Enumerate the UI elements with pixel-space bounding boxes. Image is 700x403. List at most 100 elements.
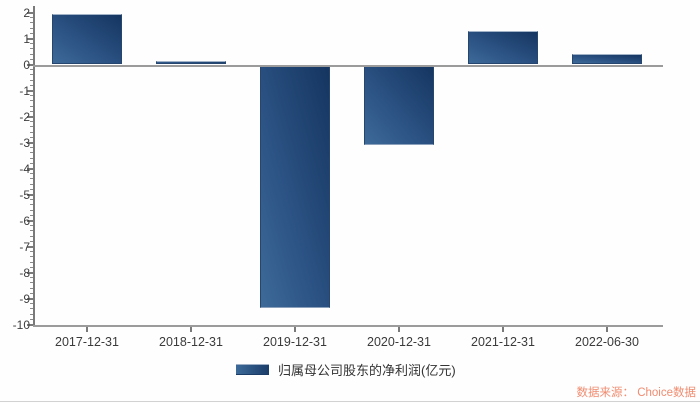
data-source-label: 数据来源： Choice数据 [576, 387, 697, 399]
y-axis-tick [27, 219, 33, 222]
y-axis-minor-tick [30, 53, 33, 55]
y-axis-label: -4 [19, 162, 30, 176]
y-axis-tick [27, 167, 33, 170]
x-axis-tick [190, 326, 192, 332]
bar[interactable] [156, 60, 226, 65]
y-axis-tick [27, 63, 33, 66]
y-axis-label: -10 [12, 318, 30, 332]
x-axis-tick [398, 326, 400, 332]
bar[interactable] [260, 64, 330, 308]
y-axis-minor-tick [30, 209, 33, 211]
x-axis-label: 2020-12-31 [367, 334, 431, 349]
y-axis-minor-tick [30, 230, 33, 232]
y-axis-tick [27, 115, 33, 118]
y-axis-minor-tick [30, 183, 33, 185]
y-axis-tick [27, 37, 33, 40]
x-axis-tick [502, 326, 504, 332]
y-axis-minor-tick [30, 308, 33, 310]
y-axis-label: -6 [19, 214, 30, 228]
y-axis-tick [27, 193, 33, 196]
y-axis-minor-tick [30, 43, 33, 45]
bar[interactable] [468, 30, 538, 65]
y-axis-minor-tick [30, 225, 33, 227]
bottom-divider [0, 400, 700, 402]
y-axis-minor-tick [30, 69, 33, 71]
y-axis-tick [27, 89, 33, 92]
y-axis-tick [27, 141, 33, 144]
y-axis-minor-tick [30, 251, 33, 253]
y-axis-label: 2 [23, 6, 30, 20]
y-axis-minor-tick [30, 188, 33, 190]
y-axis-minor-tick [30, 84, 33, 86]
x-axis-tick [86, 326, 88, 332]
x-axis-tick [294, 326, 296, 332]
y-axis-minor-tick [30, 261, 33, 263]
y-axis-minor-tick [30, 173, 33, 175]
legend-swatch-icon [236, 364, 269, 375]
y-axis-label: 0 [23, 58, 30, 72]
y-axis-label: -1 [19, 84, 30, 98]
y-axis-minor-tick [30, 58, 33, 60]
y-axis-minor-tick [30, 240, 33, 242]
y-axis-minor-tick [30, 162, 33, 164]
x-axis-label: 2018-12-31 [159, 334, 223, 349]
y-axis-minor-tick [30, 17, 33, 19]
y-axis-minor-tick [30, 110, 33, 112]
y-axis-minor-tick [30, 214, 33, 216]
y-axis-label: -3 [19, 136, 30, 150]
y-axis-minor-tick [30, 235, 33, 237]
bar[interactable] [572, 53, 642, 65]
y-axis-minor-tick [30, 131, 33, 133]
x-axis-line [33, 324, 663, 327]
x-axis-label: 2019-12-31 [263, 334, 327, 349]
y-axis-tick [27, 297, 33, 300]
y-axis-minor-tick [30, 313, 33, 315]
y-axis-line [33, 6, 35, 327]
y-axis-minor-tick [30, 292, 33, 294]
x-axis-tick [606, 326, 608, 332]
y-axis-minor-tick [30, 100, 33, 102]
y-axis-label: -8 [19, 266, 30, 280]
legend[interactable]: 归属母公司股东的净利润(亿元) [236, 360, 456, 379]
y-axis-minor-tick [30, 147, 33, 149]
y-axis-minor-tick [30, 121, 33, 123]
y-axis-minor-tick [30, 256, 33, 258]
y-axis-minor-tick [30, 266, 33, 268]
y-axis-minor-tick [30, 22, 33, 24]
y-axis-minor-tick [30, 95, 33, 97]
y-axis-minor-tick [30, 287, 33, 289]
y-axis-minor-tick [30, 79, 33, 81]
y-axis-tick [27, 11, 33, 14]
y-axis-tick [27, 323, 33, 326]
legend-label: 归属母公司股东的净利润(亿元) [278, 363, 456, 378]
y-axis-minor-tick [30, 204, 33, 206]
y-axis-label: -9 [19, 292, 30, 306]
y-axis-minor-tick [30, 318, 33, 320]
y-axis-minor-tick [30, 27, 33, 29]
y-axis-minor-tick [30, 178, 33, 180]
y-axis-label: 1 [23, 32, 30, 46]
y-axis-minor-tick [30, 303, 33, 305]
y-axis-label: -5 [19, 188, 30, 202]
y-axis-minor-tick [30, 157, 33, 159]
y-axis-minor-tick [30, 199, 33, 201]
x-axis-label: 2021-12-31 [471, 334, 535, 349]
y-axis-minor-tick [30, 277, 33, 279]
y-axis-tick [27, 271, 33, 274]
bar[interactable] [364, 64, 434, 146]
y-axis-minor-tick [30, 126, 33, 128]
y-axis-label: -7 [19, 240, 30, 254]
y-axis-minor-tick [30, 32, 33, 34]
zero-baseline [33, 64, 663, 67]
y-axis-minor-tick [30, 105, 33, 107]
x-axis-label: 2022-06-30 [575, 334, 639, 349]
y-axis-tick [27, 245, 33, 248]
bar[interactable] [52, 13, 122, 65]
y-axis-label: -2 [19, 110, 30, 124]
y-axis-minor-tick [30, 48, 33, 50]
y-axis-minor-tick [30, 74, 33, 76]
y-axis-minor-tick [30, 282, 33, 284]
x-axis-label: 2017-12-31 [55, 334, 119, 349]
